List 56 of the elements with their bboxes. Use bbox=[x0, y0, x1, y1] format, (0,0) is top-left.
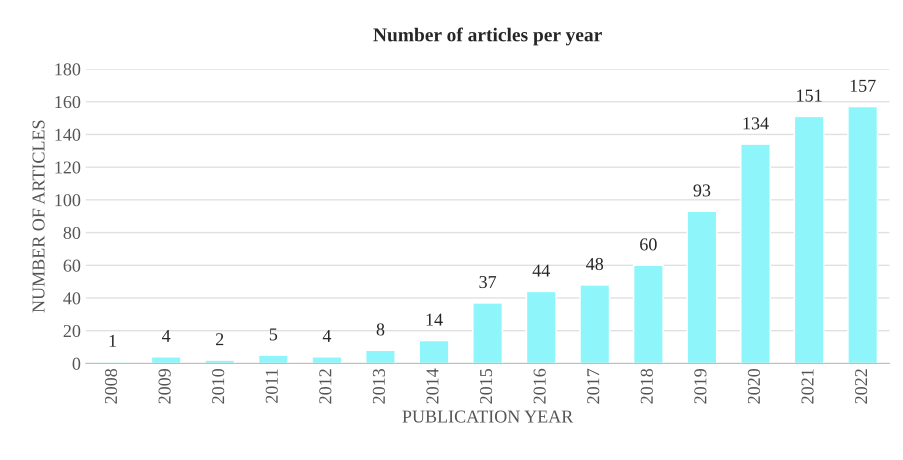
data-label: 8 bbox=[376, 323, 384, 336]
x-tick-label: 2017 bbox=[587, 368, 600, 404]
y-tick-label: 100 bbox=[55, 194, 80, 206]
bar bbox=[632, 264, 664, 364]
bar bbox=[740, 144, 771, 364]
x-tick-label: 2018 bbox=[640, 368, 653, 404]
x-tick-label: 2015 bbox=[480, 368, 492, 404]
chart-title: Number of articles per year bbox=[373, 28, 602, 46]
bar bbox=[365, 350, 396, 364]
bar bbox=[472, 302, 504, 364]
data-label: 2 bbox=[216, 333, 224, 346]
data-label: 37 bbox=[479, 276, 496, 288]
x-tick-label: 2021 bbox=[801, 369, 814, 404]
bar bbox=[686, 210, 718, 364]
x-tick-label: 2008 bbox=[104, 368, 118, 404]
data-label: 157 bbox=[850, 80, 876, 92]
bar bbox=[311, 356, 342, 364]
bar bbox=[526, 290, 557, 364]
data-label: 134 bbox=[744, 117, 769, 130]
x-tick-label: 2013 bbox=[372, 368, 385, 404]
data-label: 4 bbox=[162, 330, 170, 342]
x-tick-label: 2020 bbox=[748, 368, 760, 404]
y-tick-label: 160 bbox=[55, 96, 80, 108]
y-tick-label: 80 bbox=[64, 226, 80, 239]
data-label: 93 bbox=[693, 184, 710, 197]
bar bbox=[258, 354, 289, 364]
y-axis-title: NUMBER OF ARTICLES bbox=[32, 120, 45, 312]
y-tick-label: 20 bbox=[64, 324, 80, 338]
y-tick-label: 180 bbox=[55, 63, 80, 76]
data-label: 4 bbox=[322, 330, 332, 342]
y-tick-label: 60 bbox=[64, 260, 80, 272]
bar bbox=[150, 356, 182, 364]
x-tick-label: 2011 bbox=[266, 369, 278, 403]
x-tick-label: 2014 bbox=[426, 368, 439, 404]
bar bbox=[579, 284, 610, 364]
x-tick-label: 2010 bbox=[212, 368, 224, 404]
x-tick-label: 2022 bbox=[855, 369, 868, 404]
bar bbox=[418, 340, 450, 364]
x-tick-label: 2009 bbox=[158, 369, 171, 404]
y-tick-label: 0 bbox=[72, 358, 80, 370]
y-tick-label: 40 bbox=[63, 292, 80, 304]
data-label: 5 bbox=[270, 328, 278, 340]
data-label: 60 bbox=[640, 238, 657, 250]
data-label: 48 bbox=[586, 258, 604, 270]
data-label: 1 bbox=[110, 334, 116, 347]
data-label: 151 bbox=[797, 90, 822, 102]
x-tick-label: 2012 bbox=[319, 369, 332, 404]
bar bbox=[847, 106, 878, 364]
data-label: 44 bbox=[532, 264, 550, 276]
x-tick-label: 2016 bbox=[534, 368, 546, 404]
x-tick-label: 2019 bbox=[694, 369, 706, 404]
data-label: 14 bbox=[426, 314, 443, 326]
y-tick-label: 120 bbox=[55, 161, 80, 174]
y-tick-label: 140 bbox=[55, 128, 80, 141]
x-axis-title: PUBLICATION YEAR bbox=[402, 410, 574, 423]
bar bbox=[794, 116, 825, 364]
